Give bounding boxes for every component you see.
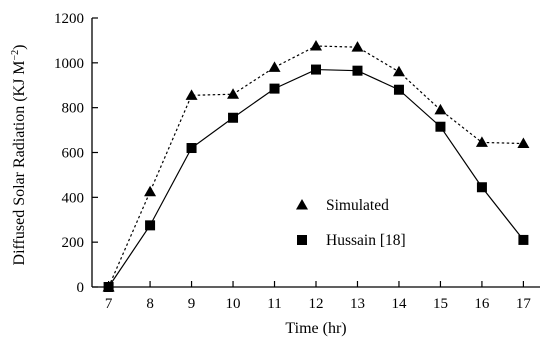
data-point-hussain-18 — [228, 112, 239, 123]
y-tick-label: 1200 — [54, 11, 84, 27]
legend-item-hussain-18: Hussain [18] — [297, 232, 406, 249]
y-axis-title-text: Diffused Solar Radiation (KJ M — [11, 60, 28, 265]
data-point-hussain-18 — [311, 64, 321, 75]
data-point-hussain-18 — [393, 84, 404, 95]
data-point-simulated — [434, 103, 447, 115]
y-tick-label: 600 — [62, 146, 85, 162]
legend-label: Hussain [18] — [326, 232, 406, 249]
data-point-hussain-18 — [269, 83, 280, 94]
data-point-hussain-18 — [518, 234, 529, 245]
x-tick-label: 14 — [391, 296, 407, 312]
data-point-simulated — [185, 89, 198, 100]
y-tick-label: 800 — [62, 101, 85, 117]
y-ticks: 0 200 400 600 800 1000 1200 — [54, 11, 98, 296]
data-point-simulated — [392, 65, 405, 77]
legend-marker-hussain-18 — [297, 235, 307, 245]
data-point-simulated — [517, 137, 530, 149]
y-axis-title: Diffused Solar Radiation (KJ M−2) — [10, 45, 28, 266]
x-tick-label: 12 — [309, 296, 324, 312]
data-point-hussain-18 — [103, 282, 114, 292]
series-simulated — [102, 40, 530, 292]
legend-label: Simulated — [326, 197, 389, 214]
axes — [91, 18, 540, 288]
y-tick-label: 0 — [77, 280, 85, 296]
data-point-simulated — [144, 185, 157, 197]
y-axis-title-exponent: −2 — [10, 50, 21, 61]
series-line-hussain-18 — [108, 68, 524, 288]
data-point-simulated — [351, 41, 364, 52]
x-tick-label: 10 — [226, 296, 241, 312]
data-point-simulated — [227, 88, 240, 99]
x-tick-label: 15 — [433, 296, 448, 312]
data-point-hussain-18 — [352, 65, 363, 76]
y-tick-label: 200 — [62, 235, 85, 251]
legend-item-simulated: Simulated — [296, 197, 389, 214]
data-point-simulated — [268, 61, 281, 72]
y-tick-label: 1000 — [54, 56, 84, 72]
series-line-simulated — [108, 45, 524, 288]
x-tick-label: 9 — [188, 296, 196, 312]
x-tick-label: 7 — [105, 296, 113, 312]
y-tick-label: 400 — [62, 190, 85, 206]
series-layer — [102, 40, 530, 292]
x-tick-label: 11 — [267, 296, 281, 312]
x-tick-label: 13 — [350, 296, 365, 312]
legend: Simulated Hussain [18] — [296, 197, 406, 249]
x-tick-label: 17 — [516, 296, 532, 312]
x-tick-label: 8 — [146, 296, 154, 312]
legend-marker-simulated — [296, 199, 308, 210]
y-axis-title-close: ) — [11, 45, 28, 50]
series-hussain-18 — [103, 64, 529, 292]
data-point-hussain-18 — [145, 220, 156, 231]
x-ticks: 7 8 9 10 11 12 13 14 15 16 17 — [105, 281, 532, 312]
x-axis-title: Time (hr) — [285, 320, 346, 337]
data-point-simulated — [475, 136, 488, 147]
data-point-hussain-18 — [186, 143, 197, 154]
data-point-hussain-18 — [476, 182, 487, 193]
x-tick-label: 16 — [474, 296, 490, 312]
data-point-simulated — [310, 40, 322, 51]
data-point-hussain-18 — [435, 121, 446, 132]
